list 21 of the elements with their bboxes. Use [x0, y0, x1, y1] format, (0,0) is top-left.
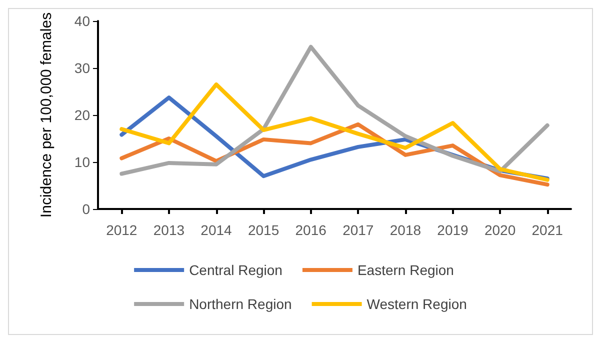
x-tick-label: 2015 [248, 222, 280, 238]
x-tick-label: 2012 [106, 222, 138, 238]
legend-label: Northern Region [189, 296, 292, 312]
y-axis-title: Incidence per 100,000 females [38, 12, 55, 218]
x-tick-label: 2019 [437, 222, 469, 238]
y-tick-label: 40 [74, 13, 90, 29]
y-tick-label: 10 [74, 154, 90, 170]
legend-label: Western Region [366, 296, 467, 312]
x-tick-label: 2018 [390, 222, 422, 238]
y-tick-label: 20 [74, 107, 90, 123]
x-tick-label: 2020 [484, 222, 516, 238]
x-tick-label: 2017 [342, 222, 374, 238]
y-tick-label: 30 [74, 60, 90, 76]
legend-label: Central Region [189, 262, 282, 278]
line-series [120, 44, 550, 176]
legend-label: Eastern Region [357, 262, 454, 278]
x-tick-label: 2016 [295, 222, 327, 238]
x-tick-label: 2013 [153, 222, 185, 238]
y-tick-label: 0 [82, 201, 90, 217]
x-tick-label: 2021 [532, 222, 564, 238]
x-tick-label: 2014 [200, 222, 232, 238]
